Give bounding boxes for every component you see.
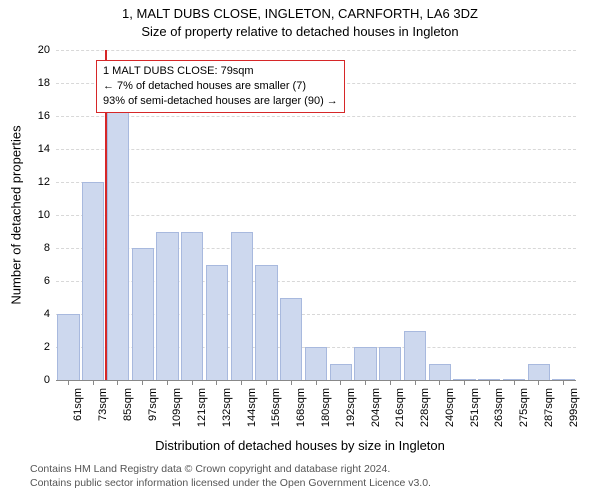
histogram-bar xyxy=(354,347,376,380)
x-tick-label: 240sqm xyxy=(444,388,456,427)
footer-attribution: Contains HM Land Registry data © Crown c… xyxy=(30,462,431,490)
x-tick-label: 299sqm xyxy=(568,388,580,427)
x-tick-label: 85sqm xyxy=(122,388,134,421)
x-tick-label: 251sqm xyxy=(469,388,481,427)
y-tick-label: 10 xyxy=(28,209,50,221)
annotation-line: 1 MALT DUBS CLOSE: 79sqm xyxy=(103,64,338,79)
y-tick-label: 18 xyxy=(28,77,50,89)
y-tick-label: 2 xyxy=(28,341,50,353)
x-tick-label: 61sqm xyxy=(72,388,84,421)
x-tick-label: 287sqm xyxy=(543,388,555,427)
annotation-box: 1 MALT DUBS CLOSE: 79sqm ← 7% of detache… xyxy=(96,60,345,113)
x-tick-label: 97sqm xyxy=(147,388,159,421)
x-tick-label: 275sqm xyxy=(518,388,530,427)
x-tick-label: 204sqm xyxy=(370,388,382,427)
gridline xyxy=(56,182,576,184)
histogram-bar xyxy=(280,298,302,381)
histogram-bar xyxy=(156,232,178,381)
y-tick-label: 4 xyxy=(28,308,50,320)
y-tick-label: 0 xyxy=(28,374,50,386)
y-tick-label: 16 xyxy=(28,110,50,122)
x-tick-label: 192sqm xyxy=(345,388,357,427)
y-tick-label: 8 xyxy=(28,242,50,254)
footer-line: Contains HM Land Registry data © Crown c… xyxy=(30,462,431,476)
x-tick-label: 228sqm xyxy=(419,388,431,427)
histogram-bar xyxy=(82,182,104,380)
gridline xyxy=(56,116,576,118)
histogram-bar xyxy=(57,314,79,380)
x-tick-label: 180sqm xyxy=(320,388,332,427)
gridline xyxy=(56,215,576,217)
x-tick-label: 263sqm xyxy=(493,388,505,427)
chart-title-sub: Size of property relative to detached ho… xyxy=(0,24,600,39)
x-tick-label: 144sqm xyxy=(246,388,258,427)
histogram-bar xyxy=(132,248,154,380)
footer-line: Contains public sector information licen… xyxy=(30,476,431,490)
x-tick-label: 132sqm xyxy=(221,388,233,427)
x-tick-label: 216sqm xyxy=(394,388,406,427)
histogram-bar xyxy=(107,100,129,381)
histogram-bar xyxy=(528,364,550,381)
y-axis-label: Number of detached properties xyxy=(9,125,24,304)
x-axis-line xyxy=(56,380,576,381)
x-tick-label: 168sqm xyxy=(295,388,307,427)
x-axis-label: Distribution of detached houses by size … xyxy=(0,438,600,453)
histogram-bar xyxy=(181,232,203,381)
x-tick-label: 109sqm xyxy=(171,388,183,427)
histogram-bar xyxy=(404,331,426,381)
histogram-bar xyxy=(429,364,451,381)
histogram-bar xyxy=(305,347,327,380)
gridline xyxy=(56,149,576,151)
y-tick-label: 20 xyxy=(28,44,50,56)
histogram-bar xyxy=(379,347,401,380)
chart-title-main: 1, MALT DUBS CLOSE, INGLETON, CARNFORTH,… xyxy=(0,6,600,21)
annotation-line: 93% of semi-detached houses are larger (… xyxy=(103,94,338,109)
histogram-bar xyxy=(255,265,277,381)
x-tick-label: 73sqm xyxy=(97,388,109,421)
histogram-bar xyxy=(206,265,228,381)
gridline xyxy=(56,50,576,52)
y-tick-label: 12 xyxy=(28,176,50,188)
histogram-bar xyxy=(231,232,253,381)
y-tick-label: 6 xyxy=(28,275,50,287)
histogram-bar xyxy=(330,364,352,381)
annotation-line: ← 7% of detached houses are smaller (7) xyxy=(103,79,338,94)
x-tick-label: 156sqm xyxy=(270,388,282,427)
x-tick-label: 121sqm xyxy=(196,388,208,427)
y-tick-label: 14 xyxy=(28,143,50,155)
